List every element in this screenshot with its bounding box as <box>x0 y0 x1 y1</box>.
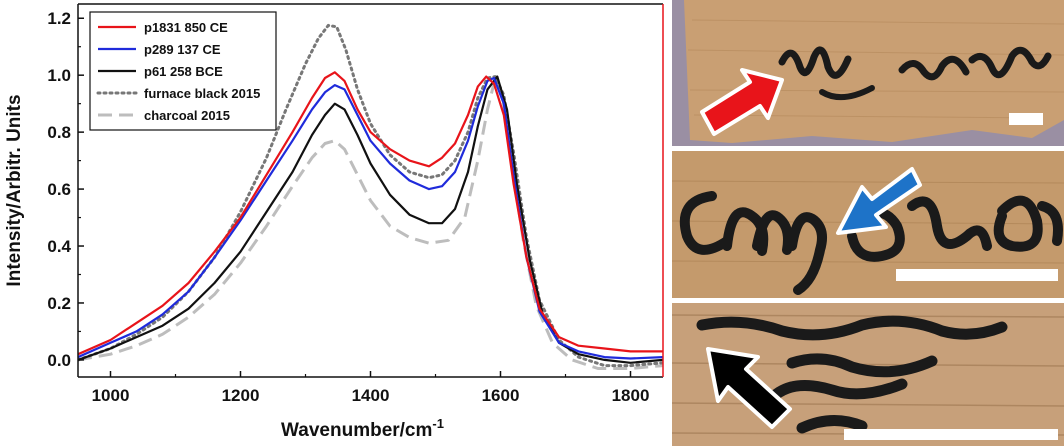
legend-label-2: p61 258 BCE <box>144 64 223 79</box>
scale-bar <box>1009 113 1043 125</box>
papyrus-photo-bottom <box>672 303 1064 446</box>
y-tick-label: 0.2 <box>47 294 71 313</box>
y-axis-label: Intensity/Arbitr. Units <box>4 94 25 286</box>
series-line-0 <box>78 71 663 356</box>
y-tick-label: 0.6 <box>47 180 71 199</box>
x-axis-label-text: Wavenumber/cm <box>281 420 432 441</box>
y-tick-label: 0.0 <box>47 351 71 370</box>
legend-label-3: furnace black 2015 <box>144 86 260 101</box>
arrow-up-left-icon <box>706 347 792 429</box>
x-tick-label: 1000 <box>92 386 130 405</box>
x-tick-label: 1200 <box>222 386 260 405</box>
legend-label-0: p1831 850 CE <box>144 20 228 35</box>
x-tick-label: 1600 <box>482 386 520 405</box>
legend-label-4: charcoal 2015 <box>144 108 230 123</box>
series-line-4 <box>78 76 663 370</box>
scale-bar <box>844 429 1058 440</box>
x-tick-label: 1800 <box>612 386 650 405</box>
x-tick-label: 1400 <box>352 386 390 405</box>
arrow-down-left-icon <box>836 167 922 235</box>
papyrus-photo-top <box>672 0 1064 146</box>
x-axis-label: Wavenumber/cm-1 <box>281 416 444 441</box>
y-tick-label: 1.0 <box>47 66 71 85</box>
y-tick-label: 0.4 <box>47 237 71 256</box>
legend-label-1: p289 137 CE <box>144 42 221 57</box>
scale-bar <box>896 269 1058 281</box>
x-axis-label-superscript: -1 <box>432 416 444 431</box>
y-tick-label: 1.2 <box>47 9 71 28</box>
series-line-2 <box>78 75 663 364</box>
raman-spectrum-chart: 1000 1200 1400 1600 1800 0.0 0.2 0.4 0.6 0.8 1.0 1.… <box>4 3 664 441</box>
arrow-up-right-icon <box>700 68 784 136</box>
papyrus-photo-middle <box>672 151 1064 298</box>
y-tick-label: 0.8 <box>47 123 71 142</box>
